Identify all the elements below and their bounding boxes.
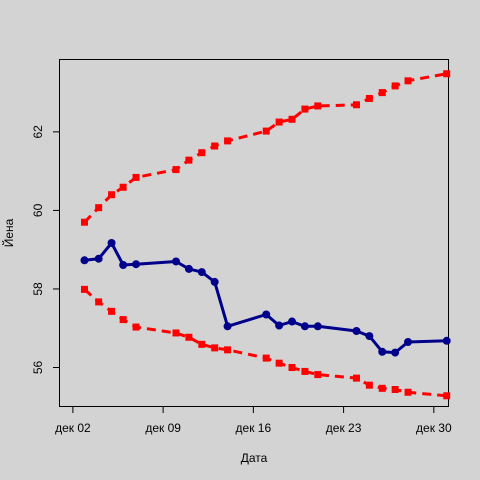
data-point — [404, 388, 412, 396]
data-point — [95, 204, 103, 212]
data-point — [184, 264, 193, 273]
data-point — [443, 70, 451, 78]
data-point — [352, 374, 360, 382]
data-point — [352, 101, 360, 109]
data-point — [443, 392, 451, 400]
series-1 — [80, 239, 451, 357]
y-tick-label: 62 — [31, 125, 45, 139]
data-point — [288, 317, 297, 326]
data-point — [119, 316, 127, 324]
data-point — [404, 337, 413, 346]
y-axis-label: Йена — [1, 218, 16, 247]
data-point — [391, 348, 400, 357]
data-point — [224, 346, 232, 354]
data-point — [198, 149, 206, 157]
data-point — [119, 183, 127, 191]
data-point — [172, 257, 181, 266]
data-point — [80, 256, 89, 265]
data-point — [107, 239, 116, 248]
data-point — [95, 298, 103, 306]
series-line — [83, 72, 447, 224]
data-point — [404, 77, 412, 85]
series-line — [83, 288, 447, 398]
data-point — [275, 321, 284, 330]
data-point — [210, 277, 219, 286]
data-point — [275, 359, 283, 367]
data-point — [132, 323, 140, 331]
data-point — [442, 336, 451, 345]
data-point — [301, 105, 309, 113]
series-2 — [80, 70, 451, 226]
data-point — [391, 82, 399, 90]
data-point — [185, 333, 193, 341]
y-tick-label: 58 — [31, 282, 45, 296]
data-point — [223, 322, 232, 331]
data-point — [275, 118, 283, 126]
data-point — [365, 94, 373, 102]
series-3 — [80, 285, 451, 400]
data-point — [80, 218, 88, 226]
data-point — [80, 285, 88, 293]
data-point — [185, 156, 193, 164]
data-point — [288, 364, 296, 372]
x-axis: дек 02 дек 09 дек 16 дек 23 дек 30 — [55, 406, 452, 435]
x-tick-label: дек 16 — [236, 421, 272, 435]
data-point — [352, 326, 361, 335]
data-point — [378, 384, 386, 392]
data-point — [172, 166, 180, 174]
data-point — [132, 173, 140, 181]
data-point — [314, 102, 322, 110]
data-point — [224, 137, 232, 145]
data-point — [108, 191, 116, 199]
data-point — [197, 268, 206, 277]
y-tick-label: 60 — [31, 203, 45, 217]
data-point — [108, 307, 116, 315]
y-axis: 56 58 60 62 — [31, 125, 60, 374]
data-point — [378, 89, 386, 97]
data-point — [391, 386, 399, 394]
x-tick-label: дек 09 — [145, 421, 181, 435]
data-point — [365, 381, 373, 389]
data-point — [313, 322, 322, 331]
data-point — [378, 347, 387, 356]
data-point — [314, 371, 322, 379]
data-point — [198, 340, 206, 348]
series-line — [84, 241, 447, 355]
data-point — [211, 344, 219, 352]
data-point — [132, 260, 141, 269]
data-point — [288, 115, 296, 123]
y-tick-label: 56 — [31, 361, 45, 375]
series-layer — [80, 70, 451, 400]
data-point — [172, 329, 180, 337]
data-point — [262, 127, 270, 135]
data-point — [301, 367, 309, 375]
x-tick-label: дек 02 — [55, 421, 91, 435]
data-point — [262, 310, 271, 319]
data-point — [94, 254, 103, 263]
x-tick-label: дек 23 — [326, 421, 362, 435]
data-point — [211, 142, 219, 150]
x-axis-label: Дата — [241, 451, 268, 465]
data-point — [365, 332, 374, 341]
x-tick-label: дек 30 — [416, 421, 452, 435]
data-point — [119, 261, 128, 270]
data-point — [262, 354, 270, 362]
data-point — [300, 322, 309, 331]
